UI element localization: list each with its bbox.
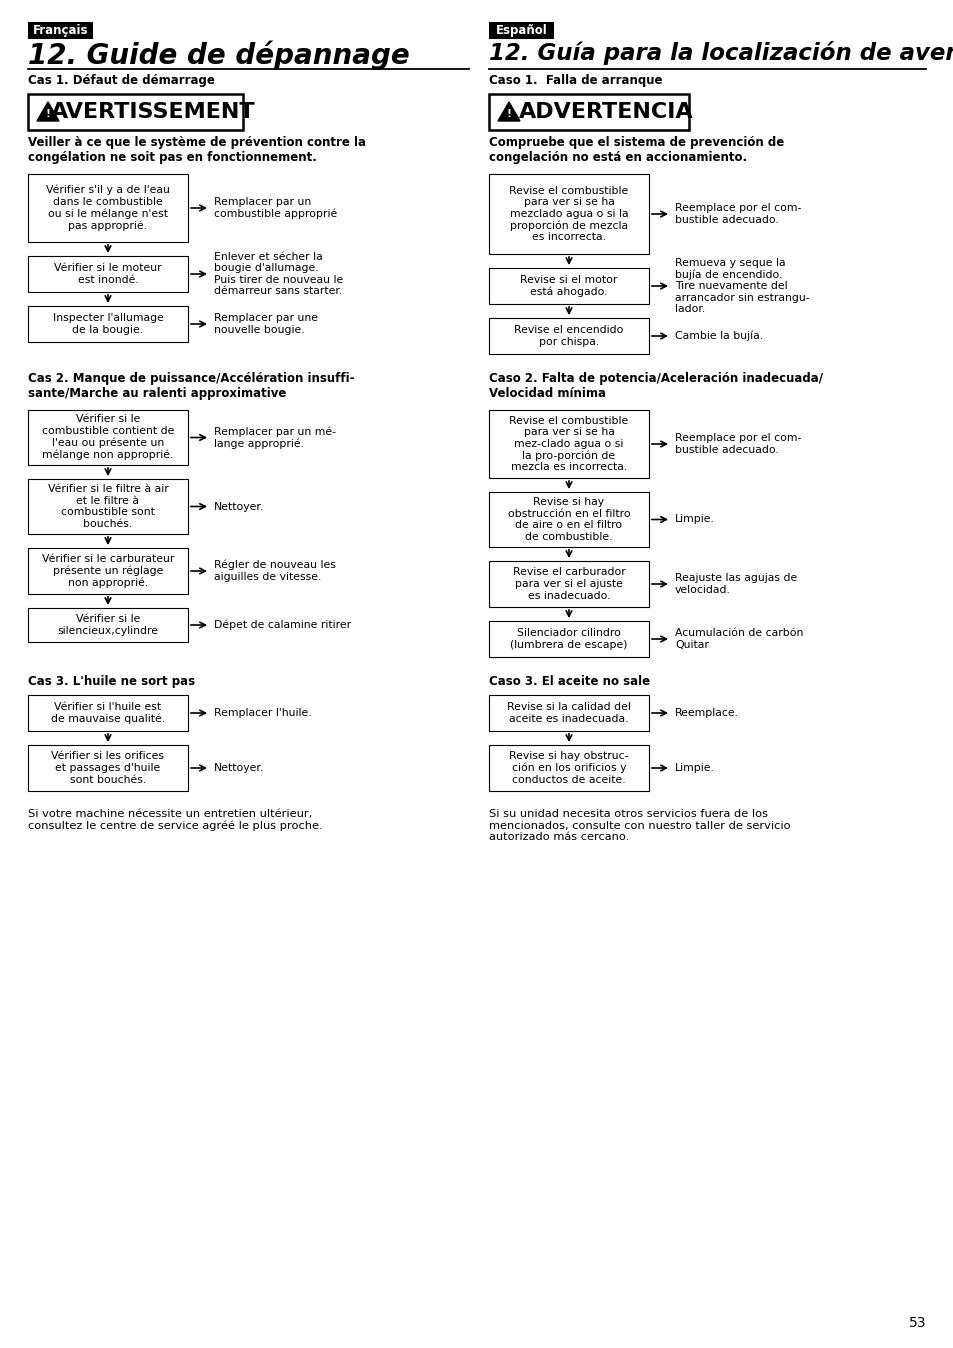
Text: Reajuste las agujas de
velocidad.: Reajuste las agujas de velocidad.: [675, 573, 797, 594]
Text: Vérifier si le
silencieux,cylindre: Vérifier si le silencieux,cylindre: [57, 615, 158, 636]
Text: Revise el carburador
para ver si el ajuste
es inadecuado.: Revise el carburador para ver si el ajus…: [512, 568, 625, 601]
Text: !: !: [46, 109, 51, 119]
Text: Caso 1.  Falla de arranque: Caso 1. Falla de arranque: [489, 74, 661, 88]
Text: Reemplace por el com-
bustible adecuado.: Reemplace por el com- bustible adecuado.: [675, 433, 801, 454]
Text: Caso 2. Falta de potencia/Aceleración inadecuada/
Velocidad mínima: Caso 2. Falta de potencia/Aceleración in…: [489, 372, 822, 400]
Bar: [489, 561, 648, 607]
Text: Compruebe que el sistema de prevención de
congelación no está en accionamiento.: Compruebe que el sistema de prevención d…: [489, 136, 783, 164]
Bar: [489, 696, 648, 731]
Text: Revise si hay obstruc-
ción en los orificios y
conductos de aceite.: Revise si hay obstruc- ción en los orifi…: [509, 751, 628, 785]
Text: 12. Guide de dépannage: 12. Guide de dépannage: [28, 40, 410, 70]
Bar: [489, 22, 554, 39]
Text: Remplacer par un mé-
lange approprié.: Remplacer par un mé- lange approprié.: [213, 426, 335, 449]
Text: Nettoyer.: Nettoyer.: [213, 501, 264, 511]
Bar: [28, 410, 188, 465]
Bar: [28, 256, 188, 293]
Polygon shape: [37, 102, 59, 121]
Bar: [489, 492, 648, 547]
Text: Français: Français: [32, 24, 89, 36]
Text: Régler de nouveau les
aiguilles de vitesse.: Régler de nouveau les aiguilles de vites…: [213, 559, 335, 582]
Text: Revise si el motor
está ahogado.: Revise si el motor está ahogado.: [519, 275, 617, 297]
Text: Remplacer l'huile.: Remplacer l'huile.: [213, 708, 312, 718]
Text: Cas 1. Défaut de démarrage: Cas 1. Défaut de démarrage: [28, 74, 214, 88]
Text: Revise el combustible
para ver si se ha
mezclado agua o si la
proporción de mezc: Revise el combustible para ver si se ha …: [509, 186, 628, 243]
Text: Remueva y seque la
bujía de encendido.
Tire nuevamente del
arrancador sin estran: Remueva y seque la bujía de encendido. T…: [675, 257, 809, 314]
Bar: [28, 696, 188, 731]
Bar: [28, 306, 188, 342]
Text: Español: Español: [496, 24, 547, 36]
Bar: [28, 745, 188, 791]
Text: 12. Guía para la localización de averías: 12. Guía para la localización de averías: [489, 40, 953, 65]
Text: Dépet de calamine ritirer: Dépet de calamine ritirer: [213, 620, 351, 631]
Text: Cambie la bujía.: Cambie la bujía.: [675, 330, 762, 341]
Text: Vérifier si le carburateur
présente un réglage
non approprié.: Vérifier si le carburateur présente un r…: [42, 554, 174, 588]
Bar: [489, 621, 648, 656]
Text: !: !: [506, 109, 511, 119]
Bar: [489, 745, 648, 791]
Bar: [28, 22, 92, 39]
Text: Vérifier si le
combustible contient de
l'eau ou présente un
mélange non appropri: Vérifier si le combustible contient de l…: [42, 414, 174, 461]
Text: Revise si hay
obstrucción en el filtro
de aire o en el filtro
de combustible.: Revise si hay obstrucción en el filtro d…: [507, 497, 630, 542]
Text: Vérifier s'il y a de l'eau
dans le combustible
ou si le mélange n'est
pas approp: Vérifier s'il y a de l'eau dans le combu…: [46, 185, 170, 232]
Text: 53: 53: [907, 1316, 925, 1330]
Text: Nettoyer.: Nettoyer.: [213, 763, 264, 772]
Text: Si su unidad necesita otros servicios fuera de los
mencionados, consulte con nue: Si su unidad necesita otros servicios fu…: [489, 809, 790, 842]
Polygon shape: [497, 102, 519, 121]
Text: Reemplace por el com-
bustible adecuado.: Reemplace por el com- bustible adecuado.: [675, 204, 801, 225]
Text: Remplacer par une
nouvelle bougie.: Remplacer par une nouvelle bougie.: [213, 313, 317, 334]
Text: Cas 2. Manque de puissance/Accélération insuffi-
sante/Marche au ralenti approxi: Cas 2. Manque de puissance/Accélération …: [28, 372, 355, 400]
Bar: [28, 608, 188, 642]
Text: Vérifier si l'huile est
de mauvaise qualité.: Vérifier si l'huile est de mauvaise qual…: [51, 702, 165, 724]
Text: Revise el encendido
por chispa.: Revise el encendido por chispa.: [514, 325, 623, 346]
Bar: [28, 94, 243, 129]
Text: Veiller à ce que le système de prévention contre la
congélation ne soit pas en f: Veiller à ce que le système de préventio…: [28, 136, 366, 164]
Text: Vérifier si le filtre à air
et le filtre à
combustible sont
bouchés.: Vérifier si le filtre à air et le filtre…: [48, 484, 168, 528]
Text: Inspecter l'allumage
de la bougie.: Inspecter l'allumage de la bougie.: [52, 313, 163, 334]
Text: Reemplace.: Reemplace.: [675, 708, 739, 718]
Text: Si votre machine nécessite un entretien ultérieur,
consultez le centre de servic: Si votre machine nécessite un entretien …: [28, 809, 322, 832]
Text: Vérifier si les orifices
et passages d'huile
sont bouchés.: Vérifier si les orifices et passages d'h…: [51, 751, 164, 785]
Bar: [489, 94, 688, 129]
Text: Acumulación de carbón
Quitar: Acumulación de carbón Quitar: [675, 628, 802, 650]
Bar: [489, 410, 648, 479]
Text: Remplacer par un
combustible approprié: Remplacer par un combustible approprié: [213, 197, 337, 220]
Bar: [489, 268, 648, 305]
Text: Limpie.: Limpie.: [675, 515, 714, 524]
Bar: [28, 549, 188, 594]
Text: Revise si la calidad del
aceite es inadecuada.: Revise si la calidad del aceite es inade…: [507, 702, 630, 724]
Bar: [28, 479, 188, 534]
Text: AVERTISSEMENT: AVERTISSEMENT: [51, 102, 255, 123]
Text: Enlever et sécher la
bougie d'allumage.
Puis tirer de nouveau le
démarreur sans : Enlever et sécher la bougie d'allumage. …: [213, 252, 343, 297]
Text: Cas 3. L'huile ne sort pas: Cas 3. L'huile ne sort pas: [28, 675, 195, 687]
Text: Limpie.: Limpie.: [675, 763, 714, 772]
Text: ADVERTENCIA: ADVERTENCIA: [518, 102, 693, 123]
Bar: [489, 318, 648, 355]
Text: Caso 3. El aceite no sale: Caso 3. El aceite no sale: [489, 675, 649, 687]
Text: Vérifier si le moteur
est inondé.: Vérifier si le moteur est inondé.: [54, 263, 162, 284]
Bar: [28, 174, 188, 243]
Text: Revise el combustible
para ver si se ha
mez-clado agua o si
la pro-porción de
me: Revise el combustible para ver si se ha …: [509, 415, 628, 473]
Text: Silenciador cilindro
(lumbrera de escape): Silenciador cilindro (lumbrera de escape…: [510, 628, 627, 650]
Bar: [489, 174, 648, 253]
